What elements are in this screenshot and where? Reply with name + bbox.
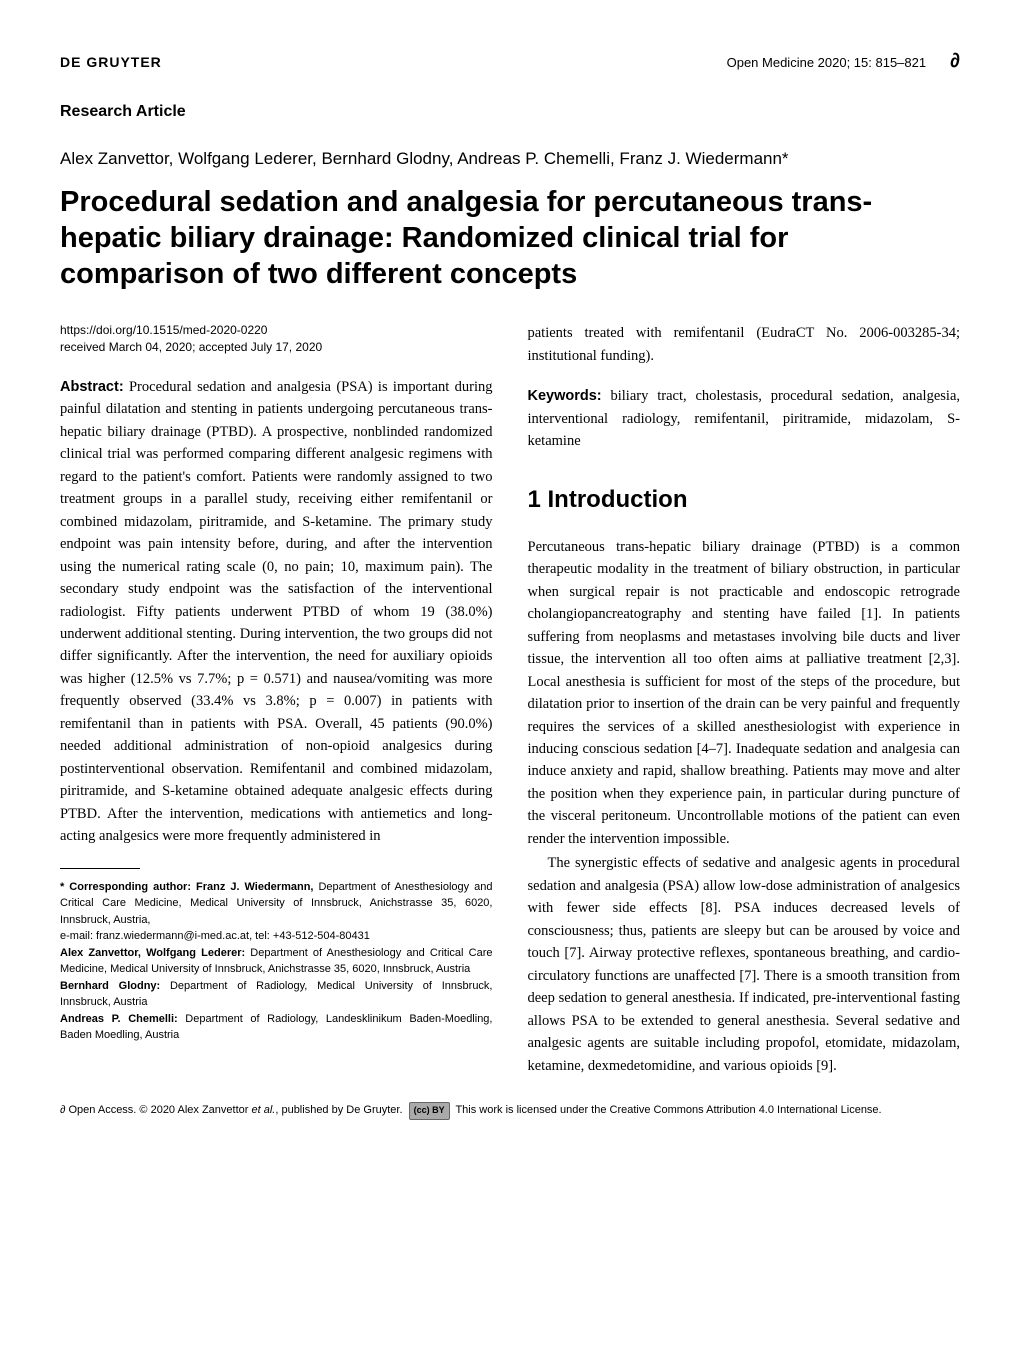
corresponding-author-block: * Corresponding author: Franz J. Wiederm… <box>60 879 493 1044</box>
corresponding-entry: * Corresponding author: Franz J. Wiederm… <box>60 879 493 929</box>
author-affil-entry: Alex Zanvettor, Wolfgang Lederer: Depart… <box>60 945 493 978</box>
keywords-paragraph: Keywords: biliary tract, cholestasis, pr… <box>528 385 961 452</box>
cc-by-icon: (cc) BY <box>409 1102 450 1120</box>
abstract-body: Procedural sedation and analgesia (PSA) … <box>60 379 493 844</box>
abstract-label: Abstract: <box>60 379 124 395</box>
keywords-label: Keywords: <box>528 388 602 404</box>
publisher-name: DE GRUYTER <box>60 54 162 70</box>
author-name-chemelli: Andreas P. Chemelli: <box>60 1013 178 1025</box>
license-text-2: , published by De Gruyter. <box>275 1104 405 1116</box>
footnote-divider <box>60 868 140 869</box>
open-access-icon: ∂ <box>950 50 960 72</box>
two-column-layout: https://doi.org/10.1515/med-2020-0220 re… <box>60 322 960 1077</box>
intro-paragraph-2: The synergistic effects of sedative and … <box>528 852 961 1077</box>
left-column: https://doi.org/10.1515/med-2020-0220 re… <box>60 322 493 1077</box>
right-column: patients treated with remifentanil (Eudr… <box>528 322 961 1077</box>
author-affil-entry: Andreas P. Chemelli: Department of Radio… <box>60 1011 493 1044</box>
article-type-label: Research Article <box>60 103 960 121</box>
article-title: Procedural sedation and analgesia for pe… <box>60 184 960 293</box>
author-name-glodny: Bernhard Glodny: <box>60 980 160 992</box>
license-text-3: This work is licensed under the Creative… <box>453 1104 882 1116</box>
corr-author-contact: e-mail: franz.wiedermann@i-med.ac.at, te… <box>60 928 493 945</box>
article-metadata: https://doi.org/10.1515/med-2020-0220 re… <box>60 322 493 356</box>
author-list: Alex Zanvettor, Wolfgang Lederer, Bernha… <box>60 146 960 172</box>
intro-paragraph-1: Percutaneous trans-hepatic biliary drain… <box>528 536 961 851</box>
page-header: DE GRUYTER Open Medicine 2020; 15: 815–8… <box>60 50 960 73</box>
received-date: received March 04, 2020; accepted July 1… <box>60 339 493 356</box>
license-text-1: Open Access. © 2020 Alex Zanvettor <box>65 1104 251 1116</box>
journal-citation: Open Medicine 2020; 15: 815–821 <box>727 55 927 70</box>
license-etal: et al. <box>251 1104 275 1116</box>
doi-link[interactable]: https://doi.org/10.1515/med-2020-0220 <box>60 322 493 339</box>
corr-author-label: * Corresponding author: Franz J. Wiederm… <box>60 881 313 893</box>
license-footer: ∂ Open Access. © 2020 Alex Zanvettor et … <box>60 1102 960 1120</box>
abstract-continuation: patients treated with remifentanil (Eudr… <box>528 322 961 367</box>
introduction-heading: 1 Introduction <box>528 481 961 518</box>
abstract-paragraph: Abstract: Procedural sedation and analge… <box>60 376 493 848</box>
author-affil-entry: Bernhard Glodny: Department of Radiology… <box>60 978 493 1011</box>
author-name-zanvettor-lederer: Alex Zanvettor, Wolfgang Lederer: <box>60 947 245 959</box>
